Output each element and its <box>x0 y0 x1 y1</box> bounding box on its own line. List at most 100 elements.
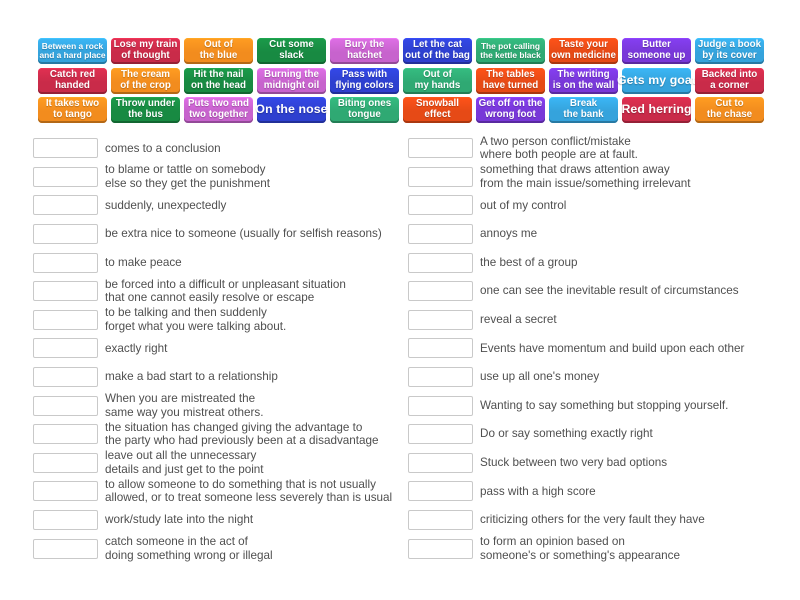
definition-text: exactly right <box>105 341 168 355</box>
answer-drop-zone[interactable] <box>33 481 98 502</box>
answer-tile[interactable]: Red herring <box>621 97 691 123</box>
answer-tile[interactable]: Backed into a corner <box>695 67 764 94</box>
answer-drop-zone[interactable] <box>408 309 473 330</box>
answer-drop-zone[interactable] <box>33 224 98 245</box>
answer-drop-zone[interactable] <box>408 481 473 502</box>
definition-text: comes to a conclusion <box>105 141 221 155</box>
definition-row: leave out all the unnecessary details an… <box>33 449 784 478</box>
answer-tile[interactable]: Throw under the bus <box>111 97 180 123</box>
answer-drop-zone[interactable] <box>33 395 98 416</box>
definition-cell-right: the best of a group <box>408 248 784 277</box>
answer-drop-zone[interactable] <box>33 309 98 330</box>
definition-text: Wanting to say something but stopping yo… <box>480 398 729 412</box>
answer-drop-zone[interactable] <box>33 338 98 359</box>
answer-drop-zone[interactable] <box>33 424 98 445</box>
answer-tile[interactable]: Burning the midnight oil <box>257 67 326 94</box>
definition-cell-left: work/study late into the night <box>33 506 408 535</box>
answer-drop-zone[interactable] <box>408 138 473 159</box>
answer-drop-zone[interactable] <box>33 452 98 473</box>
answer-tile[interactable]: Out of the blue <box>184 38 253 64</box>
definition-text: be extra nice to someone (usually for se… <box>105 227 382 241</box>
answer-drop-zone[interactable] <box>408 224 473 245</box>
answer-drop-zone[interactable] <box>33 538 98 559</box>
definition-text: to make peace <box>105 255 182 269</box>
definition-row: to blame or tattle on somebody else so t… <box>33 163 784 192</box>
definition-text: the best of a group <box>480 255 578 269</box>
answer-tile[interactable]: Out of my hands <box>403 67 472 94</box>
answer-drop-zone[interactable] <box>408 281 473 302</box>
answer-drop-zone[interactable] <box>33 281 98 302</box>
answer-drop-zone[interactable] <box>408 338 473 359</box>
definition-text: to form an opinion based on someone's or… <box>480 535 681 562</box>
answer-tile[interactable]: The pot calling the kettle black <box>476 38 545 64</box>
definition-cell-right: reveal a secret <box>408 306 784 335</box>
answer-drop-zone[interactable] <box>408 252 473 273</box>
definition-text: leave out all the unnecessary details an… <box>105 449 264 476</box>
definition-cell-left: catch someone in the act of doing someth… <box>33 534 408 563</box>
definition-text: Stuck between two very bad options <box>480 456 668 470</box>
answer-tile[interactable]: Judge a book by its cover <box>695 38 764 64</box>
answer-tile[interactable]: The writing is on the wall <box>549 67 618 94</box>
definition-cell-left: to blame or tattle on somebody else so t… <box>33 163 408 192</box>
answer-tile[interactable]: Biting ones tongue <box>330 97 399 123</box>
answer-drop-zone[interactable] <box>408 510 473 531</box>
definition-text: out of my control <box>480 198 567 212</box>
definition-cell-right: annoys me <box>408 220 784 249</box>
definition-row: work/study late into the night criticizin… <box>33 506 784 535</box>
definition-text: annoys me <box>480 227 538 241</box>
answer-tile[interactable]: Cut to the chase <box>695 97 764 123</box>
answer-drop-zone[interactable] <box>408 395 473 416</box>
answer-tile[interactable]: Between a rock and a hard place <box>38 38 107 64</box>
definition-row: suddenly, unexpectedly out of my control <box>33 191 784 220</box>
answer-tiles-bank: Between a rock and a hard place Lose my t… <box>38 38 765 123</box>
answer-drop-zone[interactable] <box>408 166 473 187</box>
answer-tile[interactable]: Butter someone up <box>622 38 691 64</box>
answer-tile[interactable]: The cream of the crop <box>111 67 180 94</box>
definition-text: use up all one's money <box>480 370 600 384</box>
answer-tile[interactable]: Catch red handed <box>38 67 107 94</box>
answer-tile[interactable]: Snowball effect <box>403 97 472 123</box>
definition-text: be forced into a difficult or unpleasant… <box>105 277 346 305</box>
answer-tile[interactable]: On the nose <box>255 97 327 123</box>
answer-drop-zone[interactable] <box>408 538 473 559</box>
answer-tile[interactable]: Let the cat out of the bag <box>403 38 472 64</box>
answer-tile[interactable]: Puts two and two together <box>184 97 253 123</box>
answer-drop-zone[interactable] <box>408 452 473 473</box>
answer-tile[interactable]: Get off on the wrong foot <box>476 97 545 123</box>
definition-cell-left: leave out all the unnecessary details an… <box>33 449 408 478</box>
answer-tile[interactable]: Pass with flying colors <box>330 67 399 94</box>
definition-cell-left: comes to a conclusion <box>33 134 408 163</box>
definition-row: exactly right Events have momentum and bu… <box>33 334 784 363</box>
definition-cell-right: Wanting to say something but stopping yo… <box>408 391 784 420</box>
answer-tile[interactable]: It takes two to tango <box>38 97 107 123</box>
answer-drop-zone[interactable] <box>408 367 473 388</box>
answer-drop-zone[interactable] <box>33 252 98 273</box>
answer-drop-zone[interactable] <box>33 166 98 187</box>
definition-cell-left: to make peace <box>33 248 408 277</box>
definition-cell-right: one can see the inevitable result of cir… <box>408 277 784 306</box>
definition-cell-right: Do or say something exactly right <box>408 420 784 449</box>
definition-row: be extra nice to someone (usually for se… <box>33 220 784 249</box>
answer-tile[interactable]: Break the bank <box>549 97 618 123</box>
answer-drop-zone[interactable] <box>33 138 98 159</box>
answer-drop-zone[interactable] <box>33 367 98 388</box>
answer-tile[interactable]: Cut some slack <box>257 38 326 64</box>
answer-tile[interactable]: Lose my train of thought <box>111 38 180 64</box>
answer-drop-zone[interactable] <box>408 424 473 445</box>
definition-text: suddenly, unexpectedly <box>105 198 227 212</box>
definition-row: to make peace the best of a group <box>33 248 784 277</box>
answer-tile[interactable]: Taste your own medicine <box>549 38 618 64</box>
definition-text: pass with a high score <box>480 484 596 498</box>
definition-cell-left: When you are mistreated the same way you… <box>33 391 408 420</box>
definition-text: make a bad start to a relationship <box>105 370 278 384</box>
answer-tile[interactable]: Bury the hatchet <box>330 38 399 64</box>
definition-text: criticizing others for the very fault th… <box>480 513 705 527</box>
answer-drop-zone[interactable] <box>408 195 473 216</box>
answer-drop-zone[interactable] <box>33 195 98 216</box>
answer-drop-zone[interactable] <box>33 510 98 531</box>
answer-tile[interactable]: Hit the nail on the head <box>184 67 253 94</box>
answer-tile[interactable]: The tables have turned <box>476 67 545 94</box>
answer-tile[interactable]: Gets my goat <box>617 67 696 94</box>
definition-cell-left: to be talking and then suddenly forget w… <box>33 306 408 335</box>
definition-text: to allow someone to do something that is… <box>105 477 393 505</box>
